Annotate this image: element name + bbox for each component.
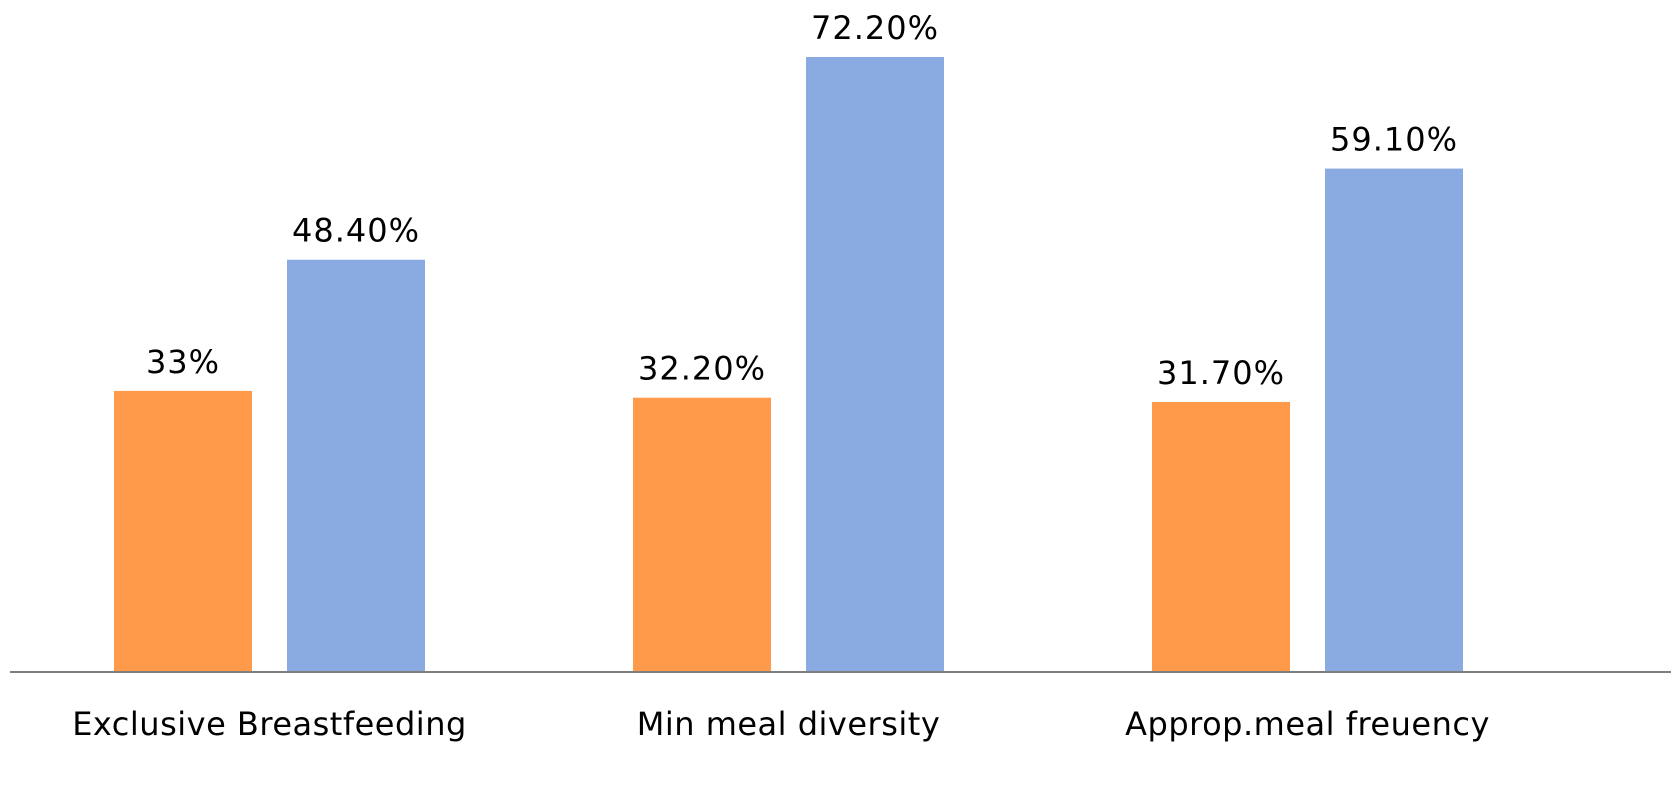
bar-series1-cat2 [633,397,771,672]
data-label-series1-cat3: 31.70% [1157,354,1285,392]
bar-series2-cat1 [287,259,425,672]
category-labels-layer: Exclusive Breastfeeding Min meal diversit… [72,705,1490,743]
bars-layer [114,57,1463,672]
data-labels-layer: 33% 48.40% 32.20% 72.20% 31.70% 59.10% [146,9,1458,392]
bar-series2-cat3 [1325,168,1463,672]
data-label-series1-cat2: 32.20% [638,350,766,388]
category-label-1: Exclusive Breastfeeding [72,705,467,743]
data-label-series2-cat1: 48.40% [292,212,420,250]
data-label-series2-cat2: 72.20% [811,9,939,47]
data-label-series2-cat3: 59.10% [1330,121,1458,159]
category-label-3: Approp.meal freuency [1125,705,1490,743]
bar-series1-cat1 [114,390,252,672]
data-label-series1-cat1: 33% [146,343,220,381]
bar-series2-cat2 [806,57,944,672]
bar-series1-cat3 [1152,401,1290,672]
category-label-2: Min meal diversity [637,705,941,743]
